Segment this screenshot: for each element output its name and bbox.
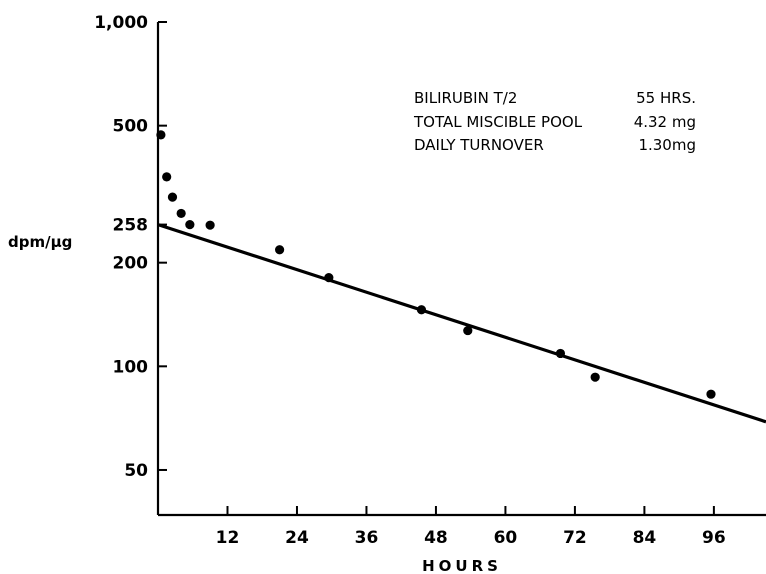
data-point bbox=[324, 272, 334, 283]
data-point bbox=[156, 130, 166, 140]
y-axis-title: dpm/µg bbox=[8, 233, 72, 251]
data-point bbox=[176, 208, 186, 219]
data-point bbox=[275, 245, 285, 255]
data-point bbox=[590, 372, 600, 382]
data-points bbox=[156, 130, 716, 399]
data-point bbox=[416, 305, 427, 315]
y-axis-ticks: 50 100 200 258 500 1,000 bbox=[94, 13, 167, 481]
annotation-label: TOTAL MISCIBLE POOL bbox=[413, 113, 583, 131]
y-tick-label: 200 bbox=[113, 254, 149, 274]
x-tick-label: 36 bbox=[355, 528, 379, 548]
annotation-label: BILIRUBIN T/2 bbox=[414, 89, 517, 107]
y-tick-label: 100 bbox=[113, 357, 149, 377]
axes bbox=[156, 22, 766, 517]
y-tick-label: 50 bbox=[124, 461, 148, 481]
x-tick-label: 24 bbox=[285, 528, 309, 548]
y-tick-label: 500 bbox=[113, 117, 149, 137]
data-point bbox=[167, 192, 178, 202]
x-axis-title: HOURS bbox=[422, 557, 502, 574]
annotation-value: 55 HRS. bbox=[636, 89, 696, 107]
x-tick-label: 48 bbox=[424, 528, 448, 548]
x-tick-label: 60 bbox=[494, 528, 518, 548]
data-point bbox=[555, 348, 566, 359]
fit-line bbox=[157, 223, 766, 424]
y-tick-label: 1,000 bbox=[94, 13, 148, 33]
data-point bbox=[162, 172, 172, 182]
x-axis-ticks: 12 24 36 48 60 72 84 96 bbox=[216, 506, 726, 548]
x-tick-label: 96 bbox=[702, 528, 726, 548]
x-tick-label: 84 bbox=[633, 528, 657, 548]
data-point bbox=[205, 220, 215, 230]
annotation-box: BILIRUBIN T/2 55 HRS. TOTAL MISCIBLE POOL 4… bbox=[413, 89, 696, 154]
x-tick-label: 72 bbox=[563, 528, 587, 548]
y-tick-label: 258 bbox=[113, 216, 149, 236]
data-point bbox=[463, 325, 473, 336]
x-tick-label: 12 bbox=[216, 528, 240, 548]
annotation-label: DAILY TURNOVER bbox=[414, 136, 544, 154]
annotation-value: 4.32 mg bbox=[634, 113, 696, 131]
data-point bbox=[706, 389, 716, 399]
data-point bbox=[185, 219, 195, 230]
annotation-value: 1.30mg bbox=[638, 136, 696, 154]
